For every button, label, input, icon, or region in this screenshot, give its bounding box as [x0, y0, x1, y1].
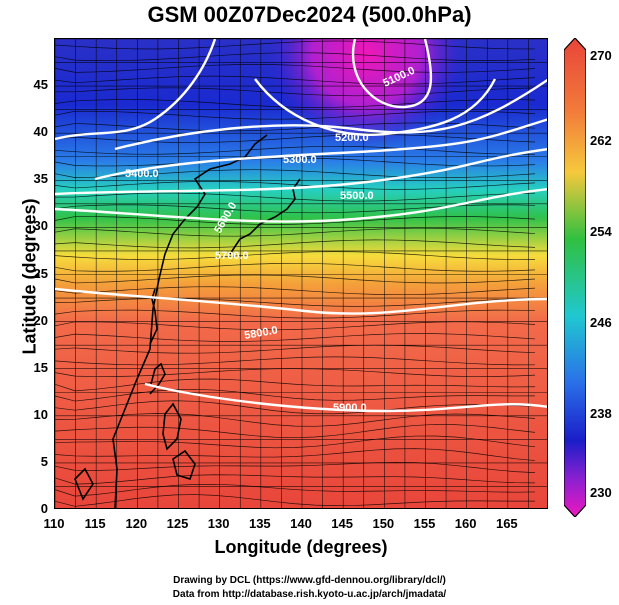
streamline	[55, 286, 536, 296]
streamline	[55, 474, 536, 485]
streamline	[55, 274, 536, 284]
y-tick-label: 25	[33, 265, 48, 281]
temperature-wind-field: 5100.0 5200.0 5300.0 5400.0 5500.0 5600.…	[55, 39, 547, 508]
colorbar-tick-label: 238	[590, 406, 612, 421]
contour-label-5800: 5800.0	[243, 324, 278, 342]
streamline	[55, 64, 536, 73]
streamline	[55, 448, 536, 461]
x-tick-label: 165	[495, 516, 518, 531]
streamline	[55, 87, 536, 97]
streamline	[55, 435, 536, 449]
streamline	[55, 40, 536, 50]
streamline	[55, 461, 536, 473]
y-tick-label: 35	[33, 171, 48, 187]
streamline	[55, 413, 536, 427]
streamline	[55, 400, 536, 415]
colorbar-tick-label: 246	[590, 315, 612, 330]
x-axis-label: Longitude (degrees)	[214, 537, 388, 557]
y-tick-label: 5	[40, 453, 48, 469]
x-tick-label: 130	[207, 516, 230, 531]
x-tick-label: 140	[290, 516, 312, 531]
y-tick-label: 30	[33, 218, 48, 234]
wind-streamlines	[55, 40, 536, 507]
x-tick-label: 155	[413, 516, 436, 531]
credit-line-1: Drawing by DCL (https://www.gfd-dennou.o…	[173, 575, 446, 586]
x-tick-label: 135	[248, 516, 271, 531]
colorbar-graphic	[563, 37, 587, 518]
y-tick-label: 45	[33, 77, 48, 93]
streamline	[55, 157, 536, 167]
streamline	[55, 262, 536, 272]
lat-lon-grid	[55, 39, 547, 508]
streamline	[55, 192, 536, 202]
contour-label-5500: 5500.0	[340, 190, 374, 202]
streamline	[55, 483, 536, 497]
streamline	[55, 110, 536, 120]
streamline	[55, 368, 536, 377]
y-tick-label: 15	[33, 359, 48, 375]
streamline	[55, 134, 536, 143]
streamline	[55, 309, 536, 319]
colorbar	[563, 37, 587, 518]
contour-label-5700: 5700.0	[215, 250, 249, 262]
y-axis-label: Latitude (degrees)	[19, 198, 40, 355]
streamline	[55, 145, 536, 155]
y-tick-label: 40	[33, 124, 48, 140]
map-plot-area: 5100.0 5200.0 5300.0 5400.0 5500.0 5600.…	[54, 38, 548, 509]
streamline	[55, 227, 536, 237]
streamline	[55, 99, 536, 108]
streamline	[55, 75, 536, 85]
x-tick-label: 115	[84, 516, 106, 531]
contour-label-5400: 5400.0	[125, 168, 159, 180]
streamline	[55, 333, 536, 342]
x-tick-label: 160	[454, 516, 477, 531]
streamline	[55, 388, 536, 402]
streamline	[55, 424, 536, 439]
height-contours	[55, 39, 547, 413]
colorbar-tick-label: 230	[590, 485, 612, 500]
streamline	[55, 378, 536, 392]
streamline	[55, 344, 536, 354]
contour-label-5300: 5300.0	[283, 154, 317, 166]
streamline	[55, 298, 536, 307]
coastlines	[74, 134, 301, 508]
x-tick-label: 145	[331, 516, 353, 531]
y-tick-label: 10	[33, 406, 48, 422]
colorbar-tick-label: 254	[590, 224, 612, 239]
colorbar-tick-label: 262	[590, 133, 612, 148]
x-tick-label: 110	[43, 516, 65, 531]
colorbar-bar	[563, 37, 587, 518]
streamline	[55, 494, 536, 507]
streamline	[55, 169, 536, 179]
contour-label-group: 5100.0 5200.0 5300.0 5400.0 5500.0 5600.…	[125, 65, 417, 414]
streamline	[55, 321, 536, 331]
streamline	[55, 239, 536, 249]
streamline	[55, 251, 536, 260]
streamline	[55, 52, 536, 62]
contour-label-5200: 5200.0	[335, 132, 369, 144]
contour-label-5900: 5900.0	[333, 402, 367, 414]
streamline	[55, 181, 536, 190]
x-tick-label: 150	[372, 516, 395, 531]
x-tick-label: 120	[125, 516, 148, 531]
streamline	[55, 356, 536, 366]
streamline	[55, 216, 536, 225]
colorbar-tick-label: 270	[590, 48, 612, 63]
credit-line-2: Data from http://database.rish.kyoto-u.a…	[172, 589, 447, 600]
y-tick-label: 20	[33, 312, 48, 328]
x-tick-label: 125	[166, 516, 189, 531]
streamline	[55, 122, 536, 132]
map-title: GSM 00Z07Dec2024 (500.0hPa)	[147, 2, 472, 27]
y-tick-label: 0	[40, 501, 48, 516]
